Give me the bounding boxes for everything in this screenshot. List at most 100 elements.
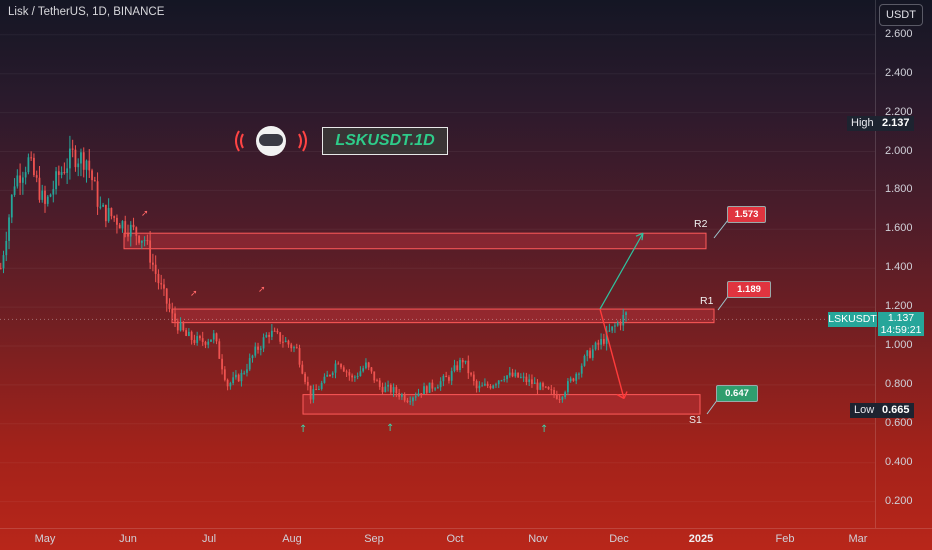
candle-body (544, 386, 547, 388)
candle-body (312, 389, 315, 400)
candle-body (199, 336, 201, 339)
candle-body (625, 312, 627, 316)
candle-body (517, 372, 519, 378)
projection-down-arrow (616, 391, 628, 400)
candle-body (182, 322, 185, 331)
candle-body (235, 374, 237, 378)
candle-body (436, 387, 439, 389)
candle-body (492, 385, 495, 389)
r1-callout[interactable]: 1.189 (727, 281, 771, 298)
candle-body (403, 394, 406, 401)
candle-body (290, 344, 293, 349)
candle-body (318, 388, 320, 390)
candle-body (622, 315, 625, 326)
candle-body (96, 181, 99, 207)
candle-body (351, 375, 353, 378)
candle-body (367, 362, 370, 368)
candle-body (456, 365, 459, 371)
candle-body (594, 342, 597, 350)
candle-body (129, 224, 132, 237)
candle-body (470, 373, 472, 375)
candle-body (395, 387, 398, 394)
candle-body (257, 346, 259, 350)
s1-label: S1 (689, 414, 702, 426)
candle-body (8, 217, 10, 241)
candle-body (44, 190, 46, 204)
low-label: Low (850, 403, 879, 418)
candle-body (608, 330, 611, 332)
candle-body (591, 349, 594, 358)
candle-body (268, 334, 270, 337)
candle-body (575, 373, 578, 381)
pivot-up-arrow-icon: ↑ (299, 424, 307, 435)
y-tick: 0.400 (885, 455, 913, 468)
chart-title: Lisk / TetherUS, 1D, BINANCE (8, 6, 165, 18)
candle-body (91, 170, 93, 181)
candle-body (602, 338, 605, 344)
candle-body (179, 322, 182, 331)
candle-body (428, 382, 431, 393)
x-tick: Dec (609, 533, 629, 545)
candle-body (293, 347, 295, 349)
candle-body (409, 401, 412, 403)
candle-body (13, 186, 16, 195)
candle-body (616, 322, 619, 326)
x-tick: Sep (364, 533, 384, 545)
candle-body (304, 373, 306, 382)
candle-body (511, 372, 514, 377)
r2-connector (713, 219, 729, 239)
candle-body (287, 340, 290, 345)
x-tick: Feb (775, 533, 795, 545)
candle-body (486, 383, 489, 386)
y-tick: 2.000 (885, 144, 913, 157)
candle-body (417, 393, 420, 397)
candle-body (284, 340, 287, 343)
candle-body (163, 284, 165, 289)
candle-body (138, 235, 140, 243)
s1-callout[interactable]: 0.647 (716, 385, 758, 402)
x-tick: May (34, 533, 56, 545)
candle-body (27, 157, 30, 173)
candle-body (157, 273, 160, 284)
y-tick: 2.400 (885, 66, 913, 79)
candle-body (373, 371, 376, 381)
candle-body (389, 384, 392, 393)
candle-body (525, 376, 528, 383)
candle-body (503, 379, 506, 381)
candle-body (251, 355, 254, 359)
candle-body (589, 350, 591, 358)
candle-body (57, 171, 60, 175)
candle-body (362, 368, 365, 372)
y-tick: 0.800 (885, 377, 913, 390)
r1-label: R1 (700, 295, 714, 307)
scale-unit-button[interactable]: USDT (879, 4, 923, 26)
candle-body (93, 180, 96, 182)
pivot-marker-icon: ➚ (190, 289, 198, 299)
candle-body (359, 371, 362, 377)
candle-body (21, 177, 24, 183)
candle-body (459, 359, 461, 371)
r2-callout[interactable]: 1.573 (727, 206, 766, 223)
current-price-box: 1.137 14:59:21 (878, 312, 924, 336)
candle-body (207, 341, 210, 345)
candle-body (52, 189, 55, 195)
candle-body (345, 371, 348, 373)
candle-body (102, 204, 104, 207)
candle-body (412, 397, 414, 402)
candle-body (193, 339, 196, 343)
candle-body (254, 346, 257, 356)
candle-body (262, 337, 265, 349)
candle-body (619, 322, 622, 326)
pivot-marker-icon: ➚ (141, 209, 149, 219)
candle-body (467, 360, 470, 374)
candle-body (301, 364, 304, 374)
current-price: 1.137 (887, 312, 915, 324)
symbol-price-label: LSKUSDT (828, 312, 877, 327)
candle-body (580, 365, 583, 374)
x-tick: Oct (446, 533, 464, 545)
candle-body (215, 333, 218, 342)
candle-body (423, 386, 425, 395)
candle-body (165, 288, 168, 304)
